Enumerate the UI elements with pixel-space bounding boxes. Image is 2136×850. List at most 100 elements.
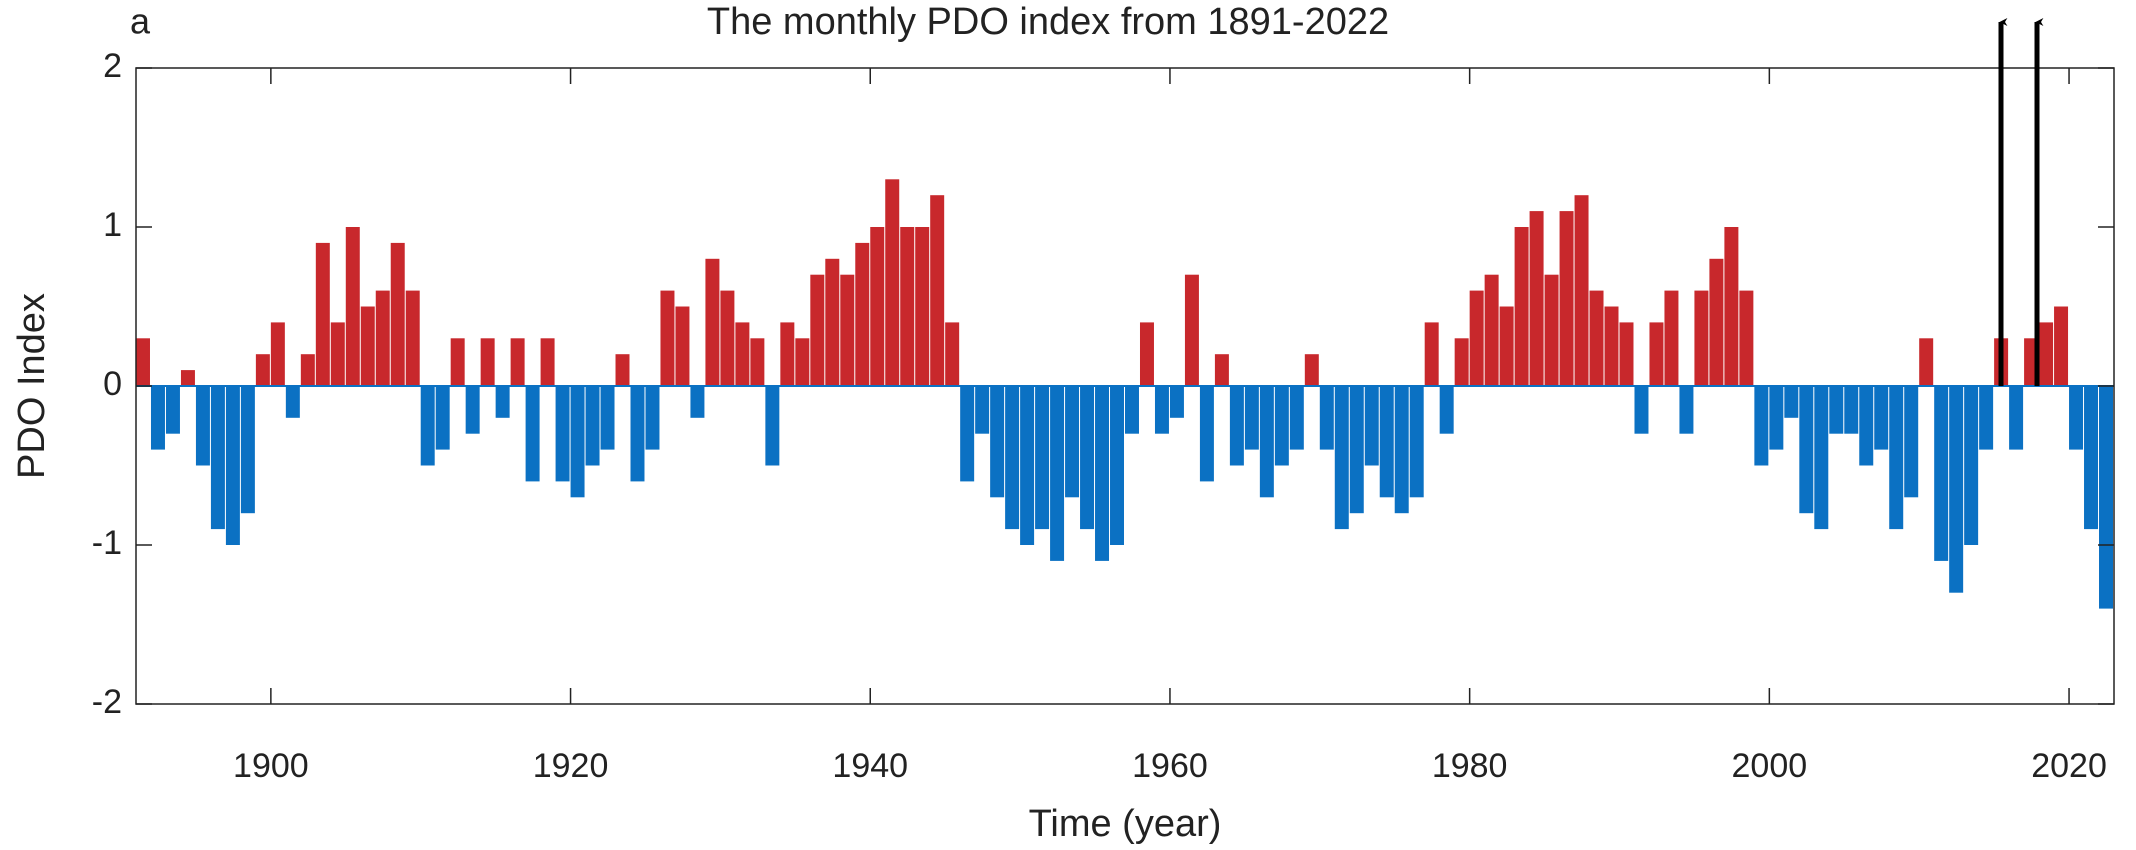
bar: [390, 242, 405, 386]
plot-marks: [136, 179, 2114, 609]
bar: [1409, 386, 1424, 498]
bar: [225, 386, 240, 545]
bar: [285, 386, 300, 418]
bar: [1949, 386, 1964, 593]
bar: [1065, 386, 1080, 498]
bar: [1559, 211, 1574, 386]
bar: [1679, 386, 1694, 434]
bar: [1799, 386, 1814, 514]
y-tick-label: 2: [103, 47, 122, 85]
bar: [1169, 386, 1184, 418]
bar: [2039, 322, 2054, 386]
bar: [1514, 227, 1529, 386]
bar: [136, 338, 150, 386]
bar: [690, 386, 705, 418]
bar: [1889, 386, 1904, 530]
bar: [150, 386, 165, 450]
y-tick-label: -1: [92, 524, 122, 562]
bar: [1080, 386, 1095, 530]
bar: [630, 386, 645, 482]
bar: [915, 227, 930, 386]
bar: [360, 306, 375, 386]
bar: [1829, 386, 1844, 434]
bar: [585, 386, 600, 466]
bar: [1394, 386, 1409, 514]
bar: [780, 322, 795, 386]
bar: [180, 370, 195, 386]
bar: [1289, 386, 1304, 450]
y-axis-title: PDO Index: [11, 293, 53, 479]
bar: [255, 354, 270, 386]
bar: [1784, 386, 1799, 418]
bar: [1919, 338, 1934, 386]
bar: [885, 179, 900, 386]
x-tick-label: 1940: [832, 747, 908, 785]
bar: [2084, 386, 2099, 530]
bar: [1589, 290, 1604, 386]
bar: [1649, 322, 1664, 386]
bar: [2054, 306, 2069, 386]
bar: [1259, 386, 1274, 498]
bar: [315, 242, 330, 386]
bar: [1499, 306, 1514, 386]
panel-label: a: [130, 1, 151, 42]
bar: [1814, 386, 1829, 530]
bar: [1904, 386, 1919, 498]
bar: [1859, 386, 1874, 466]
bar: [750, 338, 765, 386]
bar: [2099, 386, 2113, 609]
bar: [1229, 386, 1244, 466]
bar: [1724, 227, 1739, 386]
bar: [1739, 290, 1754, 386]
bar: [330, 322, 345, 386]
bar: [600, 386, 615, 450]
bar: [1619, 322, 1634, 386]
x-tick-label: 1960: [1132, 747, 1208, 785]
y-tick-label: 1: [103, 206, 122, 244]
bar: [675, 306, 690, 386]
bar: [2069, 386, 2084, 450]
bar: [1484, 274, 1499, 386]
bar: [1379, 386, 1394, 498]
bar: [1214, 354, 1229, 386]
bar: [1125, 386, 1139, 434]
bar: [795, 338, 810, 386]
bar: [645, 386, 660, 450]
bar: [870, 227, 885, 386]
bar: [300, 354, 315, 386]
bar: [900, 227, 915, 386]
bar: [510, 338, 525, 386]
bar: [345, 227, 360, 386]
bar: [570, 386, 585, 498]
bar: [1199, 386, 1214, 482]
bar: [1035, 386, 1050, 530]
bar: [1304, 354, 1319, 386]
bar: [375, 290, 390, 386]
bar: [1139, 322, 1154, 386]
bar: [1364, 386, 1379, 466]
x-tick-label: 2020: [2031, 747, 2107, 785]
bar: [1020, 386, 1035, 545]
bar: [1424, 322, 1439, 386]
x-tick-label: 1920: [533, 747, 609, 785]
bar: [1469, 290, 1484, 386]
bar: [1754, 386, 1769, 466]
bar: [240, 386, 255, 514]
bar: [555, 386, 570, 482]
bar: [720, 290, 735, 386]
bar: [210, 386, 225, 530]
bar: [1154, 386, 1169, 434]
bar: [1244, 386, 1259, 450]
bar: [1979, 386, 1994, 450]
bar: [2009, 386, 2024, 450]
bar: [945, 322, 960, 386]
bar: [1874, 386, 1889, 450]
y-tick-label: -2: [92, 683, 122, 721]
bar: [660, 290, 675, 386]
bar: [495, 386, 510, 418]
bar: [825, 258, 840, 386]
chart-title: The monthly PDO index from 1891-2022: [707, 1, 1389, 43]
bar: [1934, 386, 1949, 561]
bar: [420, 386, 435, 466]
